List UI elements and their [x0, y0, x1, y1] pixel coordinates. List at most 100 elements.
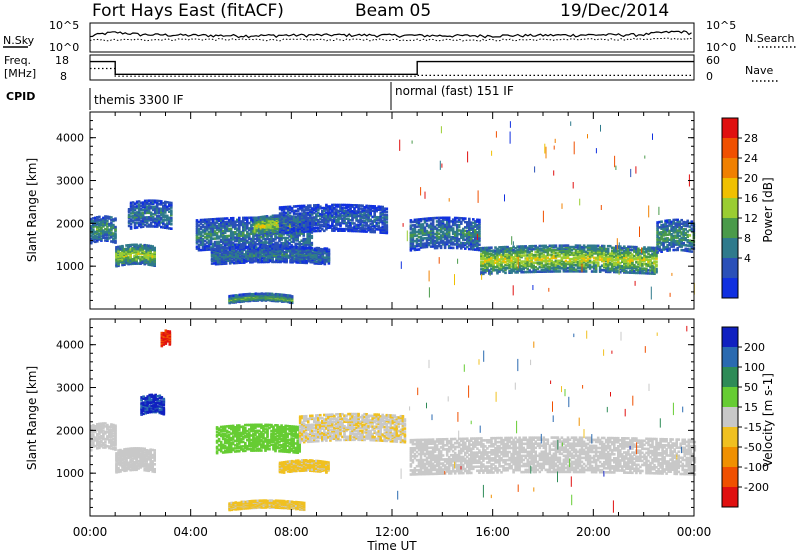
power-cell — [306, 219, 310, 223]
power-cell — [259, 215, 263, 219]
power-cell — [413, 248, 417, 252]
power-cell — [371, 220, 374, 223]
power-cell — [131, 210, 135, 213]
power-cell — [271, 225, 275, 229]
power-cell — [305, 248, 308, 252]
power-cell — [275, 245, 278, 248]
power-cell — [112, 237, 115, 241]
power-cell — [195, 229, 199, 233]
power-cell — [417, 248, 421, 251]
power-cell — [129, 204, 133, 208]
power-cell — [381, 205, 384, 209]
power-cell — [349, 223, 352, 227]
power-cell — [359, 216, 362, 219]
power-cell — [325, 256, 329, 260]
power-cell — [137, 218, 141, 221]
power-cell — [231, 231, 235, 234]
power-cell — [216, 257, 220, 260]
power-cell — [351, 216, 354, 219]
power-cell — [359, 211, 362, 215]
power-cell — [145, 217, 149, 221]
power-cell — [304, 215, 308, 218]
power-cell — [153, 246, 156, 250]
power-cell — [248, 228, 251, 232]
freq-panel-frame — [89, 54, 695, 81]
power-cell — [357, 219, 360, 222]
power-cell — [217, 240, 221, 244]
power-cell — [375, 215, 378, 219]
power-cell — [315, 217, 318, 221]
power-cell — [108, 236, 111, 240]
power-cell — [207, 242, 211, 246]
power-cell — [162, 204, 165, 208]
power-cell — [309, 222, 312, 225]
power-cell — [270, 241, 273, 244]
power-cell — [315, 219, 318, 222]
power-cell — [278, 215, 282, 218]
power-cell — [423, 226, 427, 229]
power-cell — [211, 228, 215, 232]
power-cell — [298, 223, 302, 226]
power-cell — [155, 210, 159, 213]
power-cell — [261, 223, 265, 227]
power-cell — [256, 235, 259, 239]
power-cell — [381, 226, 384, 230]
power-cell — [311, 216, 314, 219]
power-cell — [359, 217, 362, 221]
power-cell — [155, 223, 159, 227]
power-cell — [409, 245, 413, 249]
power-cell — [236, 238, 239, 241]
power-cell — [264, 243, 267, 246]
power-cell — [282, 236, 285, 240]
power-cell — [271, 245, 274, 248]
power-cell — [313, 219, 316, 222]
power-cell — [221, 240, 225, 243]
power-cell — [411, 220, 415, 224]
cpid-label: CPID — [6, 90, 35, 103]
power-cell — [260, 241, 263, 244]
power-cell — [218, 257, 222, 260]
power-cell — [110, 219, 113, 222]
power-cell — [158, 221, 161, 224]
power-cell — [265, 223, 269, 226]
power-cell — [145, 199, 149, 203]
power-cell — [155, 211, 159, 215]
power-cell — [158, 211, 161, 215]
power-cell — [292, 240, 295, 244]
power-cell — [431, 224, 435, 227]
power-cell — [415, 218, 419, 221]
power-cell — [137, 210, 141, 214]
power-cell — [158, 215, 161, 218]
power-cell — [286, 217, 290, 221]
power-cell — [419, 232, 423, 235]
power-cell — [102, 233, 105, 237]
power-cell — [209, 226, 213, 230]
power-cell — [149, 222, 153, 225]
power-cell — [197, 227, 201, 231]
power-cell — [341, 221, 344, 225]
power-cell — [429, 236, 433, 240]
power-cell — [256, 242, 259, 246]
power-cell — [282, 241, 285, 245]
power-cell — [290, 222, 294, 225]
power-cell — [207, 235, 211, 239]
power-cell — [321, 249, 325, 253]
power-cell — [245, 245, 248, 249]
power-cell — [104, 219, 107, 223]
power-cell — [234, 239, 237, 243]
power-cell — [195, 236, 199, 240]
power-cell — [296, 235, 299, 239]
power-cell — [295, 252, 298, 255]
power-cell — [205, 225, 209, 228]
power-cell — [331, 205, 334, 208]
noise-left-tick-bottom: 10^0 — [49, 41, 79, 54]
power-cell — [308, 234, 311, 238]
power-cell — [125, 244, 128, 247]
power-cell — [298, 227, 302, 231]
power-cell — [329, 218, 332, 222]
power-cell — [325, 224, 328, 228]
power-cell — [219, 244, 223, 247]
power-cell — [155, 208, 159, 212]
power-cell — [331, 220, 334, 223]
power-cell — [292, 230, 296, 234]
